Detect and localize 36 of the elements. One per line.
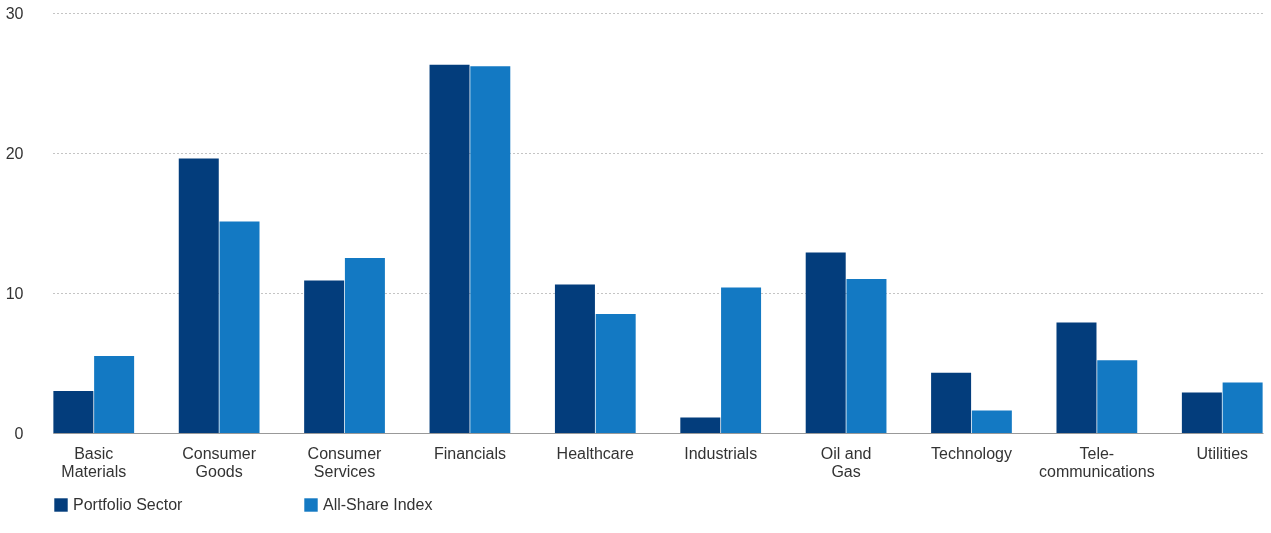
bar — [219, 221, 260, 433]
bar — [470, 66, 511, 433]
bar — [178, 158, 219, 433]
x-tick-label: Utilities — [1196, 444, 1249, 462]
bar — [721, 287, 762, 433]
bar — [680, 417, 721, 433]
bar — [94, 356, 135, 433]
legend-label: Portfolio Sector — [73, 496, 184, 513]
bar — [931, 372, 972, 433]
x-tick-label: Oil and Gas — [820, 444, 872, 480]
bar — [805, 252, 846, 433]
y-tick-label: 0 — [14, 424, 24, 442]
x-tick-label: Tele- communications — [1039, 444, 1155, 480]
bar — [1056, 322, 1097, 433]
x-tick-label: Consumer Goods — [182, 444, 257, 480]
y-tick-label: 10 — [5, 284, 24, 302]
bar — [429, 64, 470, 433]
bar — [1222, 382, 1263, 433]
bar — [554, 284, 595, 433]
bar — [304, 280, 345, 433]
bar — [1181, 392, 1222, 433]
y-tick-label: 30 — [5, 4, 24, 22]
x-tick-label: Technology — [930, 444, 1012, 462]
bar — [1097, 360, 1138, 433]
bar — [595, 314, 636, 433]
x-tick-label: Healthcare — [556, 444, 635, 462]
x-tick-label: Industrials — [684, 444, 758, 462]
bar — [53, 391, 94, 433]
bar — [846, 279, 887, 433]
bar — [971, 410, 1012, 433]
bar — [344, 258, 385, 433]
x-tick-label: Financials — [433, 444, 506, 462]
x-tick-label: Basic Materials — [61, 444, 127, 480]
y-tick-label: 20 — [5, 144, 24, 162]
legend-label: All-Share Index — [323, 496, 433, 513]
x-tick-label: Consumer Services — [307, 444, 383, 480]
